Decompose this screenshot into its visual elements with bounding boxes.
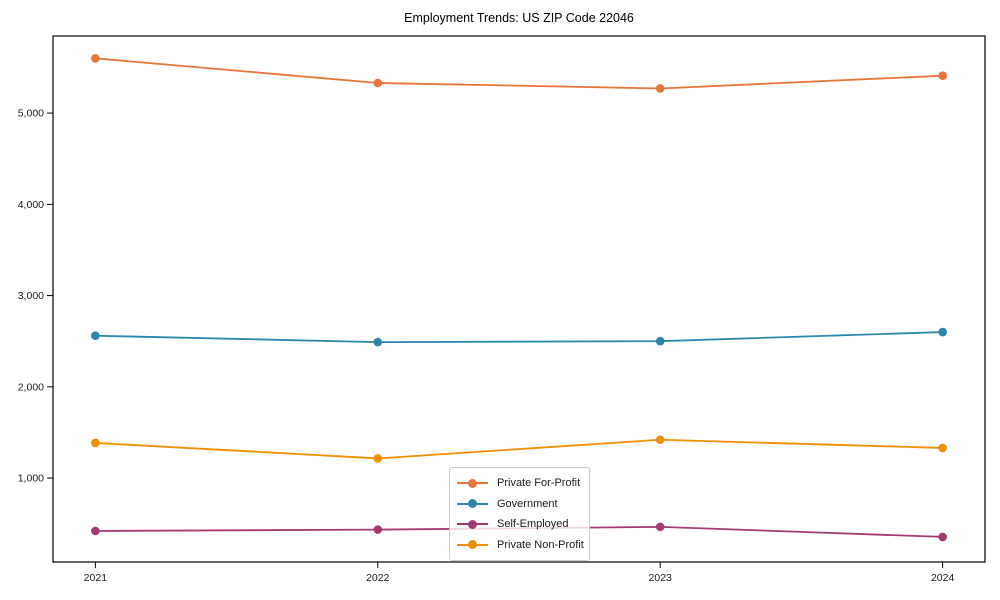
data-point-government <box>655 336 665 346</box>
plot-frame <box>52 35 986 563</box>
y-tick-label: 2,000 <box>18 381 44 393</box>
legend: Private For-Profit Government Self-Employe… <box>449 467 590 561</box>
data-point-government <box>373 337 383 347</box>
legend-label: Government <box>497 497 558 510</box>
data-point-private-non-profit <box>655 435 665 445</box>
legend-marker-icon <box>457 540 488 550</box>
chart-title: Employment Trends: US ZIP Code 22046 <box>404 11 634 25</box>
legend-marker-icon <box>457 519 488 529</box>
legend-item-private-for-profit: Private For-Profit <box>457 473 581 494</box>
data-point-private-for-profit <box>91 54 100 63</box>
data-point-private-for-profit <box>938 71 947 80</box>
series-line-private-for-profit <box>95 57 943 90</box>
data-point-self-employed <box>91 526 100 536</box>
data-point-private-non-profit <box>373 454 383 463</box>
data-point-private-non-profit <box>938 443 947 453</box>
x-tick-label: 2024 <box>931 572 955 584</box>
x-tick-label: 2021 <box>84 572 108 584</box>
data-point-government <box>91 331 100 341</box>
data-point-private-non-profit <box>91 438 100 448</box>
legend-marker-icon <box>457 499 488 509</box>
legend-item-private-non-profit: Private Non-Profit <box>457 535 584 556</box>
y-tick-label: 1,000 <box>18 473 44 485</box>
legend-label: Private Non-Profit <box>497 538 584 551</box>
legend-item-self-employed: Self-Employed <box>457 514 581 535</box>
data-point-private-for-profit <box>373 78 383 88</box>
y-tick-label: 4,000 <box>18 199 44 211</box>
data-point-private-for-profit <box>655 84 665 93</box>
legend-label: Self-Employed <box>497 518 569 531</box>
series-line-government <box>95 331 943 344</box>
y-tick-label: 3,000 <box>18 290 44 302</box>
data-point-self-employed <box>655 522 665 532</box>
x-tick-label: 2023 <box>649 572 673 584</box>
legend-marker-icon <box>457 478 488 488</box>
legend-item-government: Government <box>457 494 581 515</box>
y-tick-label: 5,000 <box>18 108 44 120</box>
x-tick-label: 2022 <box>366 572 390 584</box>
series-line-private-non-profit <box>95 438 943 460</box>
data-point-self-employed <box>938 532 947 542</box>
data-point-self-employed <box>373 525 383 534</box>
legend-label: Private For-Profit <box>497 477 581 490</box>
data-point-government <box>938 327 947 337</box>
